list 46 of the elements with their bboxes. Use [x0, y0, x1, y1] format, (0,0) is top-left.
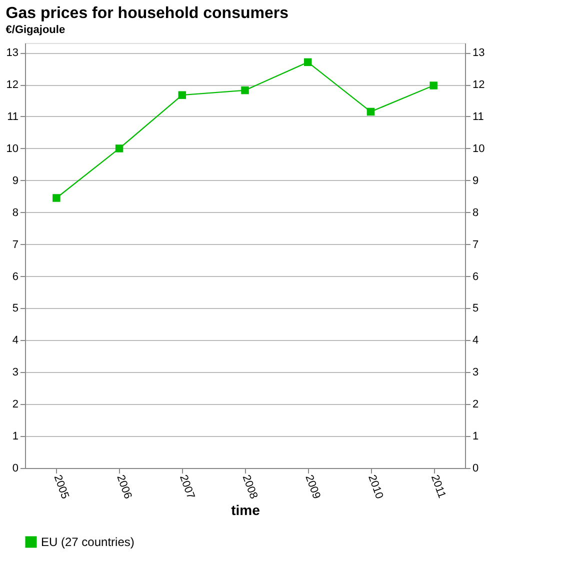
- y2-tick-label: 13: [472, 47, 485, 60]
- point: [430, 82, 438, 90]
- y2-tick-label: 4: [472, 334, 479, 347]
- y2-tick-label: 8: [472, 206, 479, 219]
- y-tick-label: 4: [12, 334, 18, 347]
- y2-tick-label: 5: [472, 302, 479, 315]
- y2-tick-label: 0: [472, 462, 479, 474]
- point: [304, 58, 312, 66]
- y2-tick-label: 3: [472, 366, 479, 379]
- y-tick-label: 8: [12, 206, 18, 219]
- y-tick-label: 9: [12, 174, 18, 187]
- x-axis-title: time: [231, 502, 260, 518]
- x-tick-label: 2010: [366, 473, 386, 501]
- x-tick-label: 2008: [240, 473, 260, 501]
- x-tick-label: 2007: [177, 473, 197, 501]
- y-tick-label: 7: [12, 238, 18, 251]
- point: [366, 108, 375, 116]
- x-tick-label: 2009: [302, 473, 322, 501]
- point: [115, 144, 124, 152]
- legend-label: EU (27 countries): [41, 535, 134, 549]
- x-tick-label: 2006: [114, 473, 134, 501]
- y2-tick-label: 9: [472, 174, 479, 187]
- chart-subtitle: €/Gigajoule: [6, 24, 66, 36]
- x-tick-label: 2011: [428, 473, 448, 500]
- y-tick-label: 10: [6, 142, 18, 155]
- y2-tick-label: 11: [472, 110, 484, 123]
- y2-tick-label: 6: [472, 270, 479, 283]
- y-tick-label: 12: [6, 79, 18, 92]
- y-tick-label: 11: [7, 110, 18, 123]
- point: [52, 194, 60, 202]
- y-tick-label: 6: [12, 270, 18, 283]
- y2-tick-label: 7: [472, 238, 479, 251]
- y-tick-label: 5: [12, 302, 18, 315]
- y2-tick-label: 2: [472, 398, 479, 411]
- y2-tick-label: 1: [472, 430, 479, 443]
- y-tick-label: 2: [12, 398, 18, 411]
- y-tick-label: 0: [12, 462, 18, 474]
- x-tick-label: 2005: [51, 473, 71, 501]
- y-tick-label: 1: [12, 430, 18, 443]
- y-tick-label: 3: [12, 366, 18, 379]
- point: [178, 91, 186, 99]
- point: [241, 86, 249, 94]
- y-tick-label: 13: [6, 47, 18, 60]
- y2-tick-label: 10: [472, 142, 485, 155]
- chart-title: Gas prices for household consumers: [6, 5, 289, 22]
- y2-tick-label: 12: [472, 79, 485, 92]
